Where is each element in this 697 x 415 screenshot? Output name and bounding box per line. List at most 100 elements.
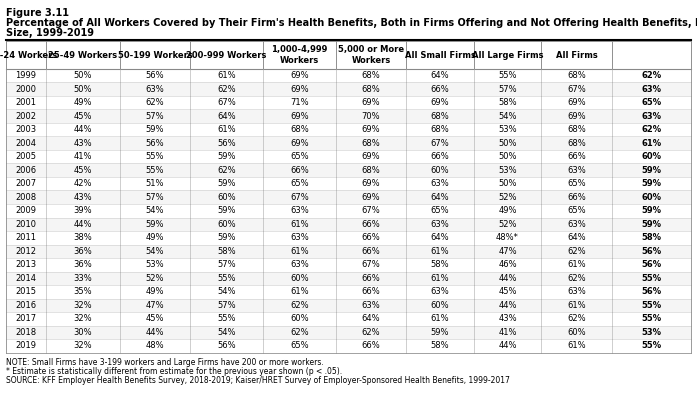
Text: 41%: 41% bbox=[74, 152, 92, 161]
Text: 60%: 60% bbox=[217, 220, 236, 229]
Text: 69%: 69% bbox=[362, 125, 381, 134]
Bar bbox=[6, 258, 691, 271]
Text: 60%: 60% bbox=[217, 193, 236, 202]
Text: 63%: 63% bbox=[290, 233, 309, 242]
Text: 49%: 49% bbox=[74, 98, 92, 107]
Bar bbox=[6, 177, 691, 190]
Text: 57%: 57% bbox=[217, 260, 236, 269]
Text: 45%: 45% bbox=[74, 112, 92, 121]
Text: 54%: 54% bbox=[498, 112, 516, 121]
Text: 60%: 60% bbox=[641, 152, 661, 161]
Text: 68%: 68% bbox=[362, 166, 381, 175]
Bar bbox=[6, 69, 691, 83]
Text: 63%: 63% bbox=[431, 287, 450, 296]
Text: 60%: 60% bbox=[431, 301, 450, 310]
Text: 61%: 61% bbox=[217, 71, 236, 80]
Text: 52%: 52% bbox=[498, 220, 516, 229]
Text: 45%: 45% bbox=[74, 166, 92, 175]
Text: 36%: 36% bbox=[74, 260, 93, 269]
Text: 56%: 56% bbox=[217, 341, 236, 350]
Text: 56%: 56% bbox=[146, 139, 164, 148]
Bar bbox=[6, 96, 691, 110]
Text: 55%: 55% bbox=[146, 166, 164, 175]
Text: 44%: 44% bbox=[74, 220, 92, 229]
Text: 59%: 59% bbox=[641, 220, 661, 229]
Text: 32%: 32% bbox=[74, 341, 92, 350]
Text: 41%: 41% bbox=[498, 328, 516, 337]
Text: 2017: 2017 bbox=[15, 314, 36, 323]
Text: 58%: 58% bbox=[431, 260, 450, 269]
Text: 43%: 43% bbox=[498, 314, 516, 323]
Text: 2000: 2000 bbox=[15, 85, 36, 94]
Text: 63%: 63% bbox=[146, 85, 164, 94]
Text: 65%: 65% bbox=[290, 152, 309, 161]
Text: 2007: 2007 bbox=[15, 179, 36, 188]
Text: 2005: 2005 bbox=[15, 152, 36, 161]
Text: 62%: 62% bbox=[290, 301, 309, 310]
Text: Percentage of All Workers Covered by Their Firm's Health Benefits, Both in Firms: Percentage of All Workers Covered by The… bbox=[6, 18, 697, 28]
Text: 2008: 2008 bbox=[15, 193, 36, 202]
Text: 62%: 62% bbox=[362, 328, 381, 337]
Text: 2013: 2013 bbox=[15, 260, 36, 269]
Text: 32%: 32% bbox=[74, 301, 92, 310]
Text: 70%: 70% bbox=[362, 112, 381, 121]
Text: 39%: 39% bbox=[74, 206, 92, 215]
Text: NOTE: Small Firms have 3-199 workers and Large Firms have 200 or more workers.: NOTE: Small Firms have 3-199 workers and… bbox=[6, 357, 323, 366]
Text: 5,000 or More
Workers: 5,000 or More Workers bbox=[338, 45, 404, 65]
Text: 68%: 68% bbox=[567, 125, 586, 134]
Text: 57%: 57% bbox=[146, 193, 164, 202]
Text: * Estimate is statistically different from estimate for the previous year shown : * Estimate is statistically different fr… bbox=[6, 366, 342, 376]
Text: 66%: 66% bbox=[431, 152, 450, 161]
Text: 53%: 53% bbox=[146, 260, 164, 269]
Text: 52%: 52% bbox=[498, 193, 516, 202]
Text: 65%: 65% bbox=[290, 341, 309, 350]
Text: 2002: 2002 bbox=[15, 112, 36, 121]
Text: 60%: 60% bbox=[567, 328, 585, 337]
Text: 63%: 63% bbox=[641, 112, 661, 121]
Text: 56%: 56% bbox=[146, 71, 164, 80]
Text: All Small Firms: All Small Firms bbox=[404, 51, 475, 59]
Bar bbox=[6, 204, 691, 217]
Text: 66%: 66% bbox=[290, 166, 309, 175]
Text: 61%: 61% bbox=[290, 247, 309, 256]
Text: 25-49 Workers: 25-49 Workers bbox=[48, 51, 118, 59]
Bar bbox=[6, 298, 691, 312]
Text: 63%: 63% bbox=[567, 220, 586, 229]
Text: 59%: 59% bbox=[641, 179, 661, 188]
Text: 53%: 53% bbox=[498, 166, 516, 175]
Text: 57%: 57% bbox=[498, 85, 516, 94]
Text: 59%: 59% bbox=[217, 233, 236, 242]
Text: 65%: 65% bbox=[641, 98, 661, 107]
Text: 68%: 68% bbox=[431, 112, 450, 121]
Text: 71%: 71% bbox=[290, 98, 309, 107]
Text: 59%: 59% bbox=[217, 179, 236, 188]
Text: 59%: 59% bbox=[641, 206, 661, 215]
Text: 47%: 47% bbox=[498, 247, 516, 256]
Text: 63%: 63% bbox=[290, 260, 309, 269]
Text: 63%: 63% bbox=[290, 206, 309, 215]
Text: 66%: 66% bbox=[362, 341, 381, 350]
Text: 61%: 61% bbox=[567, 341, 585, 350]
Text: Figure 3.11: Figure 3.11 bbox=[6, 8, 69, 18]
Text: 64%: 64% bbox=[217, 112, 236, 121]
Text: 49%: 49% bbox=[498, 206, 516, 215]
Text: 61%: 61% bbox=[431, 314, 450, 323]
Text: 50%: 50% bbox=[498, 179, 516, 188]
Text: 51%: 51% bbox=[146, 179, 164, 188]
Text: 55%: 55% bbox=[146, 152, 164, 161]
Text: 68%: 68% bbox=[362, 71, 381, 80]
Text: 56%: 56% bbox=[641, 247, 661, 256]
Text: 61%: 61% bbox=[431, 274, 450, 283]
Text: 69%: 69% bbox=[362, 193, 381, 202]
Text: 62%: 62% bbox=[567, 274, 585, 283]
Text: 66%: 66% bbox=[431, 85, 450, 94]
Text: 2003: 2003 bbox=[15, 125, 36, 134]
Text: 55%: 55% bbox=[641, 314, 661, 323]
Text: 63%: 63% bbox=[431, 220, 450, 229]
Text: 62%: 62% bbox=[567, 247, 585, 256]
Text: 42%: 42% bbox=[74, 179, 92, 188]
Text: 55%: 55% bbox=[217, 314, 236, 323]
Text: 64%: 64% bbox=[567, 233, 585, 242]
Text: 60%: 60% bbox=[290, 274, 309, 283]
Bar bbox=[6, 137, 691, 150]
